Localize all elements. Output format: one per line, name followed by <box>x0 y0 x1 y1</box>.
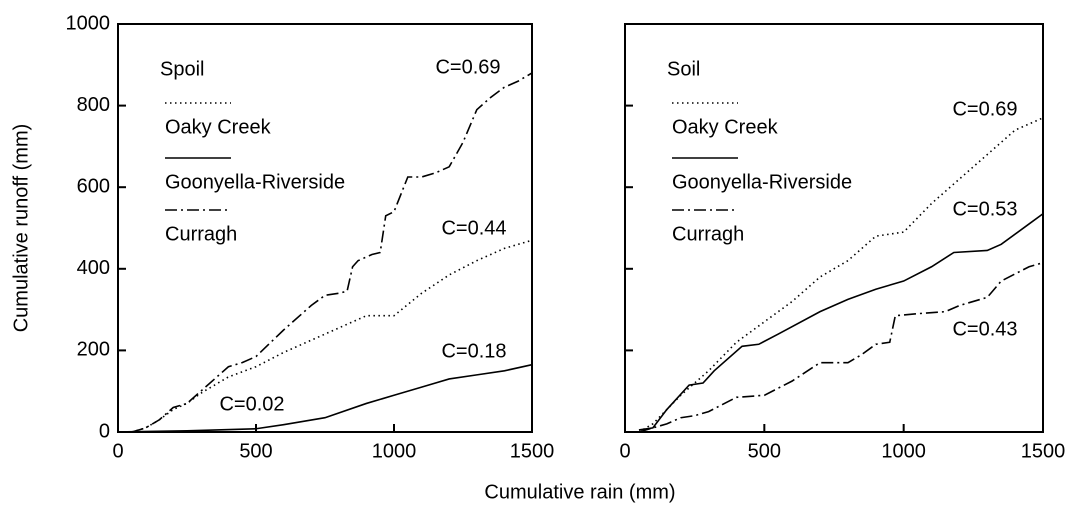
annotation: C=0.43 <box>952 318 1017 340</box>
x-tick-label: 1000 <box>881 440 926 462</box>
legend-label: Curragh <box>672 223 744 245</box>
annotation: C=0.53 <box>952 198 1017 220</box>
legend-title: Soil <box>667 58 700 80</box>
y-tick-label: 800 <box>77 94 110 116</box>
legend-title: Spoil <box>160 58 204 80</box>
x-tick-label: 1000 <box>372 440 417 462</box>
y-tick-label: 600 <box>77 175 110 197</box>
y-tick-label: 0 <box>99 420 110 442</box>
plot-frame <box>624 23 1044 433</box>
legend-label: Oaky Creek <box>165 116 272 138</box>
data-line <box>638 117 1044 433</box>
data-line <box>117 363 533 433</box>
legend-label: Goonyella-Riverside <box>165 171 345 193</box>
x-tick-label: 0 <box>112 440 123 462</box>
x-tick-label: 500 <box>748 440 781 462</box>
annotation: C=0.02 <box>219 393 284 415</box>
x-tick-label: 1500 <box>1021 440 1066 462</box>
legend-label: Oaky Creek <box>672 116 779 138</box>
annotation: C=0.69 <box>952 98 1017 120</box>
data-line <box>638 213 1044 431</box>
x-axis-label: Cumulative rain (mm) <box>484 481 675 503</box>
y-tick-label: 1000 <box>66 12 111 34</box>
x-tick-label: 0 <box>619 440 630 462</box>
y-tick-label: 200 <box>77 339 110 361</box>
legend-label: Goonyella-Riverside <box>672 171 852 193</box>
y-axis-label: Cumulative runoff (mm) <box>10 124 32 333</box>
x-tick-label: 500 <box>239 440 272 462</box>
annotation: C=0.18 <box>441 340 506 362</box>
y-tick-label: 400 <box>77 257 110 279</box>
plot-frame <box>117 23 533 433</box>
data-line <box>638 261 1044 433</box>
x-tick-label: 1500 <box>510 440 555 462</box>
legend-label: Curragh <box>165 223 237 245</box>
annotation: C=0.69 <box>435 56 500 78</box>
annotation: C=0.44 <box>441 217 506 239</box>
data-line <box>131 72 533 433</box>
data-line <box>131 239 533 433</box>
